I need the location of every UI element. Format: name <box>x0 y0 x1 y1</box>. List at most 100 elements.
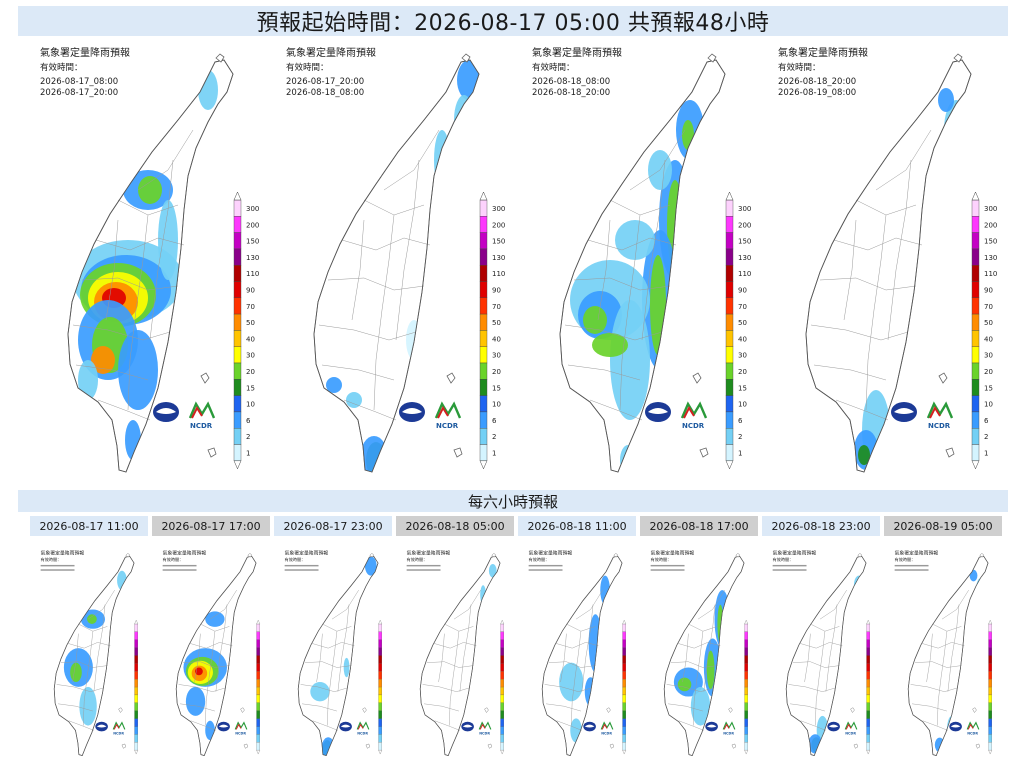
legend-swatch <box>866 710 870 719</box>
rain-map-6h-7[interactable]: 氣象署定量降雨預報 有效時間： NCDR <box>762 538 882 768</box>
legend-swatch <box>622 663 626 672</box>
valid-time-label: 有效時間： <box>895 556 916 562</box>
legend-label: 2 <box>984 433 988 441</box>
agency-logos: NCDR <box>645 401 708 430</box>
legend-swatch <box>744 663 748 672</box>
legend-swatch <box>988 647 992 656</box>
map-title-text: 氣象署定量降雨預報 <box>407 549 451 556</box>
legend-label: 70 <box>246 303 255 311</box>
legend-swatch <box>988 694 992 703</box>
valid-time-label: 有效時間： <box>163 556 184 562</box>
legend-label: 130 <box>492 254 505 262</box>
legend-swatch <box>479 428 488 445</box>
legend-label: 200 <box>492 221 505 229</box>
legend-swatch <box>500 631 505 640</box>
legend-swatch <box>971 264 980 282</box>
legend-swatch <box>378 679 383 688</box>
valid-time-label: 有效時間： <box>651 556 672 562</box>
legend-swatch <box>622 726 626 735</box>
legend-swatch <box>725 248 734 266</box>
valid-time-line <box>650 564 685 567</box>
legend-swatch <box>744 702 748 711</box>
valid-end-text: 2026-08-17_20:00 <box>40 88 118 98</box>
legend-swatch <box>971 362 980 380</box>
legend-swatch <box>479 395 488 413</box>
tab-2026-08-18-2300[interactable]: 2026-08-18 23:00 <box>762 516 880 536</box>
tab-label: 2026-08-17 23:00 <box>283 519 383 533</box>
legend-swatch <box>134 718 138 727</box>
ncdr-logo-text: NCDR <box>357 731 368 735</box>
rain-map-6h-8[interactable]: 氣象署定量降雨預報 有效時間： NCDR <box>884 538 1004 768</box>
rain-map-6h-3[interactable]: 氣象署定量降雨預報 有效時間： NCDR <box>274 538 394 768</box>
legend-swatch <box>725 313 734 331</box>
ncdr-logo-icon <box>844 721 858 730</box>
rain-map-6h-5[interactable]: 氣象署定量降雨預報 有效時間： NCDR <box>518 538 638 768</box>
tab-2026-08-18-0500[interactable]: 2026-08-18 05:00 <box>396 516 514 536</box>
legend-label: 130 <box>984 254 997 262</box>
rain-map-12h-2[interactable]: 氣象署定量降雨預報 有效時間： 2026-08-17_20:00 2026-08-18… <box>264 40 512 480</box>
legend-swatch <box>622 734 626 743</box>
tab-2026-08-18-1100[interactable]: 2026-08-18 11:00 <box>518 516 636 536</box>
map-title-text: 氣象署定量降雨預報 <box>532 46 622 59</box>
tab-2026-08-17-2300[interactable]: 2026-08-17 23:00 <box>274 516 392 536</box>
legend-swatch <box>622 718 626 727</box>
valid-time-line <box>406 564 441 567</box>
legend-label: 40 <box>738 335 747 343</box>
rain-map-6h-6[interactable]: 氣象署定量降雨預報 有效時間： NCDR <box>640 538 760 768</box>
legend-swatch <box>378 718 383 727</box>
legend-swatch <box>744 742 748 751</box>
legend-swatch <box>500 718 505 727</box>
legend-swatch <box>378 742 383 751</box>
rain-map-12h-1[interactable]: 氣象署定量降雨預報 有效時間： 2026-08-17_08:00 2026-08-17… <box>18 40 266 480</box>
legend-swatch <box>256 631 261 640</box>
legend-swatch <box>866 679 870 688</box>
rain-map-12h-3[interactable]: 氣象署定量降雨預報 有效時間： 2026-08-18_08:00 2026-08-18… <box>510 40 758 480</box>
legend-swatch <box>622 702 626 711</box>
legend-swatch <box>256 742 261 751</box>
legend-swatch <box>256 686 261 696</box>
rainfall-legend <box>134 619 139 755</box>
agency-logos: NCDR <box>95 721 126 735</box>
legend-swatch <box>725 362 734 380</box>
legend-swatch <box>971 428 980 445</box>
tab-2026-08-17-1100[interactable]: 2026-08-17 11:00 <box>30 516 148 536</box>
tab-label: 2026-08-19 05:00 <box>893 519 993 533</box>
ncdr-logo-icon <box>722 721 736 730</box>
valid-time-line <box>894 569 929 571</box>
legend-swatch <box>744 679 748 688</box>
map-title-text: 氣象署定量降雨預報 <box>773 549 817 556</box>
rain-map-12h-4[interactable]: 氣象署定量降雨預報 有效時間： 2026-08-18_20:00 2026-08-19… <box>756 40 1004 480</box>
legend-swatch <box>988 718 992 727</box>
legend-swatch <box>988 726 992 735</box>
rain-map-6h-2[interactable]: 氣象署定量降雨預報 有效時間： NCDR <box>152 538 272 768</box>
legend-swatch <box>134 623 138 632</box>
legend-swatch <box>479 199 488 217</box>
legend-swatch <box>866 631 870 640</box>
legend-swatch <box>744 734 748 743</box>
legend-swatch <box>479 362 488 380</box>
legend-swatch <box>256 623 261 632</box>
legend-label: 15 <box>246 384 255 392</box>
legend-swatch <box>866 734 870 743</box>
legend-swatch <box>971 379 980 396</box>
tab-2026-08-18-1700[interactable]: 2026-08-18 17:00 <box>640 516 758 536</box>
rain-map-6h-4[interactable]: 氣象署定量降雨預報 有效時間： NCDR <box>396 538 516 768</box>
tab-2026-08-17-1700[interactable]: 2026-08-17 17:00 <box>152 516 270 536</box>
map-title-text: 氣象署定量降雨預報 <box>163 549 207 556</box>
legend-label: 70 <box>738 303 747 311</box>
legend-swatch <box>725 411 734 429</box>
six-hour-section-title: 每六小時預報 <box>18 490 1008 512</box>
legend-swatch <box>622 631 626 640</box>
tab-2026-08-19-0500[interactable]: 2026-08-19 05:00 <box>884 516 1002 536</box>
legend-swatch <box>378 734 383 743</box>
legend-swatch <box>479 379 488 396</box>
legend-label: 90 <box>738 287 747 295</box>
legend-swatch <box>500 694 505 703</box>
legend-swatch <box>500 623 505 632</box>
rain-map-6h-1[interactable]: 氣象署定量降雨預報 有效時間： NCDR <box>30 538 150 768</box>
legend-label: 300 <box>984 205 997 213</box>
legend-swatch <box>744 718 748 727</box>
agency-logos: NCDR <box>461 721 492 735</box>
legend-label: 200 <box>246 221 259 229</box>
legend-swatch <box>622 694 626 703</box>
